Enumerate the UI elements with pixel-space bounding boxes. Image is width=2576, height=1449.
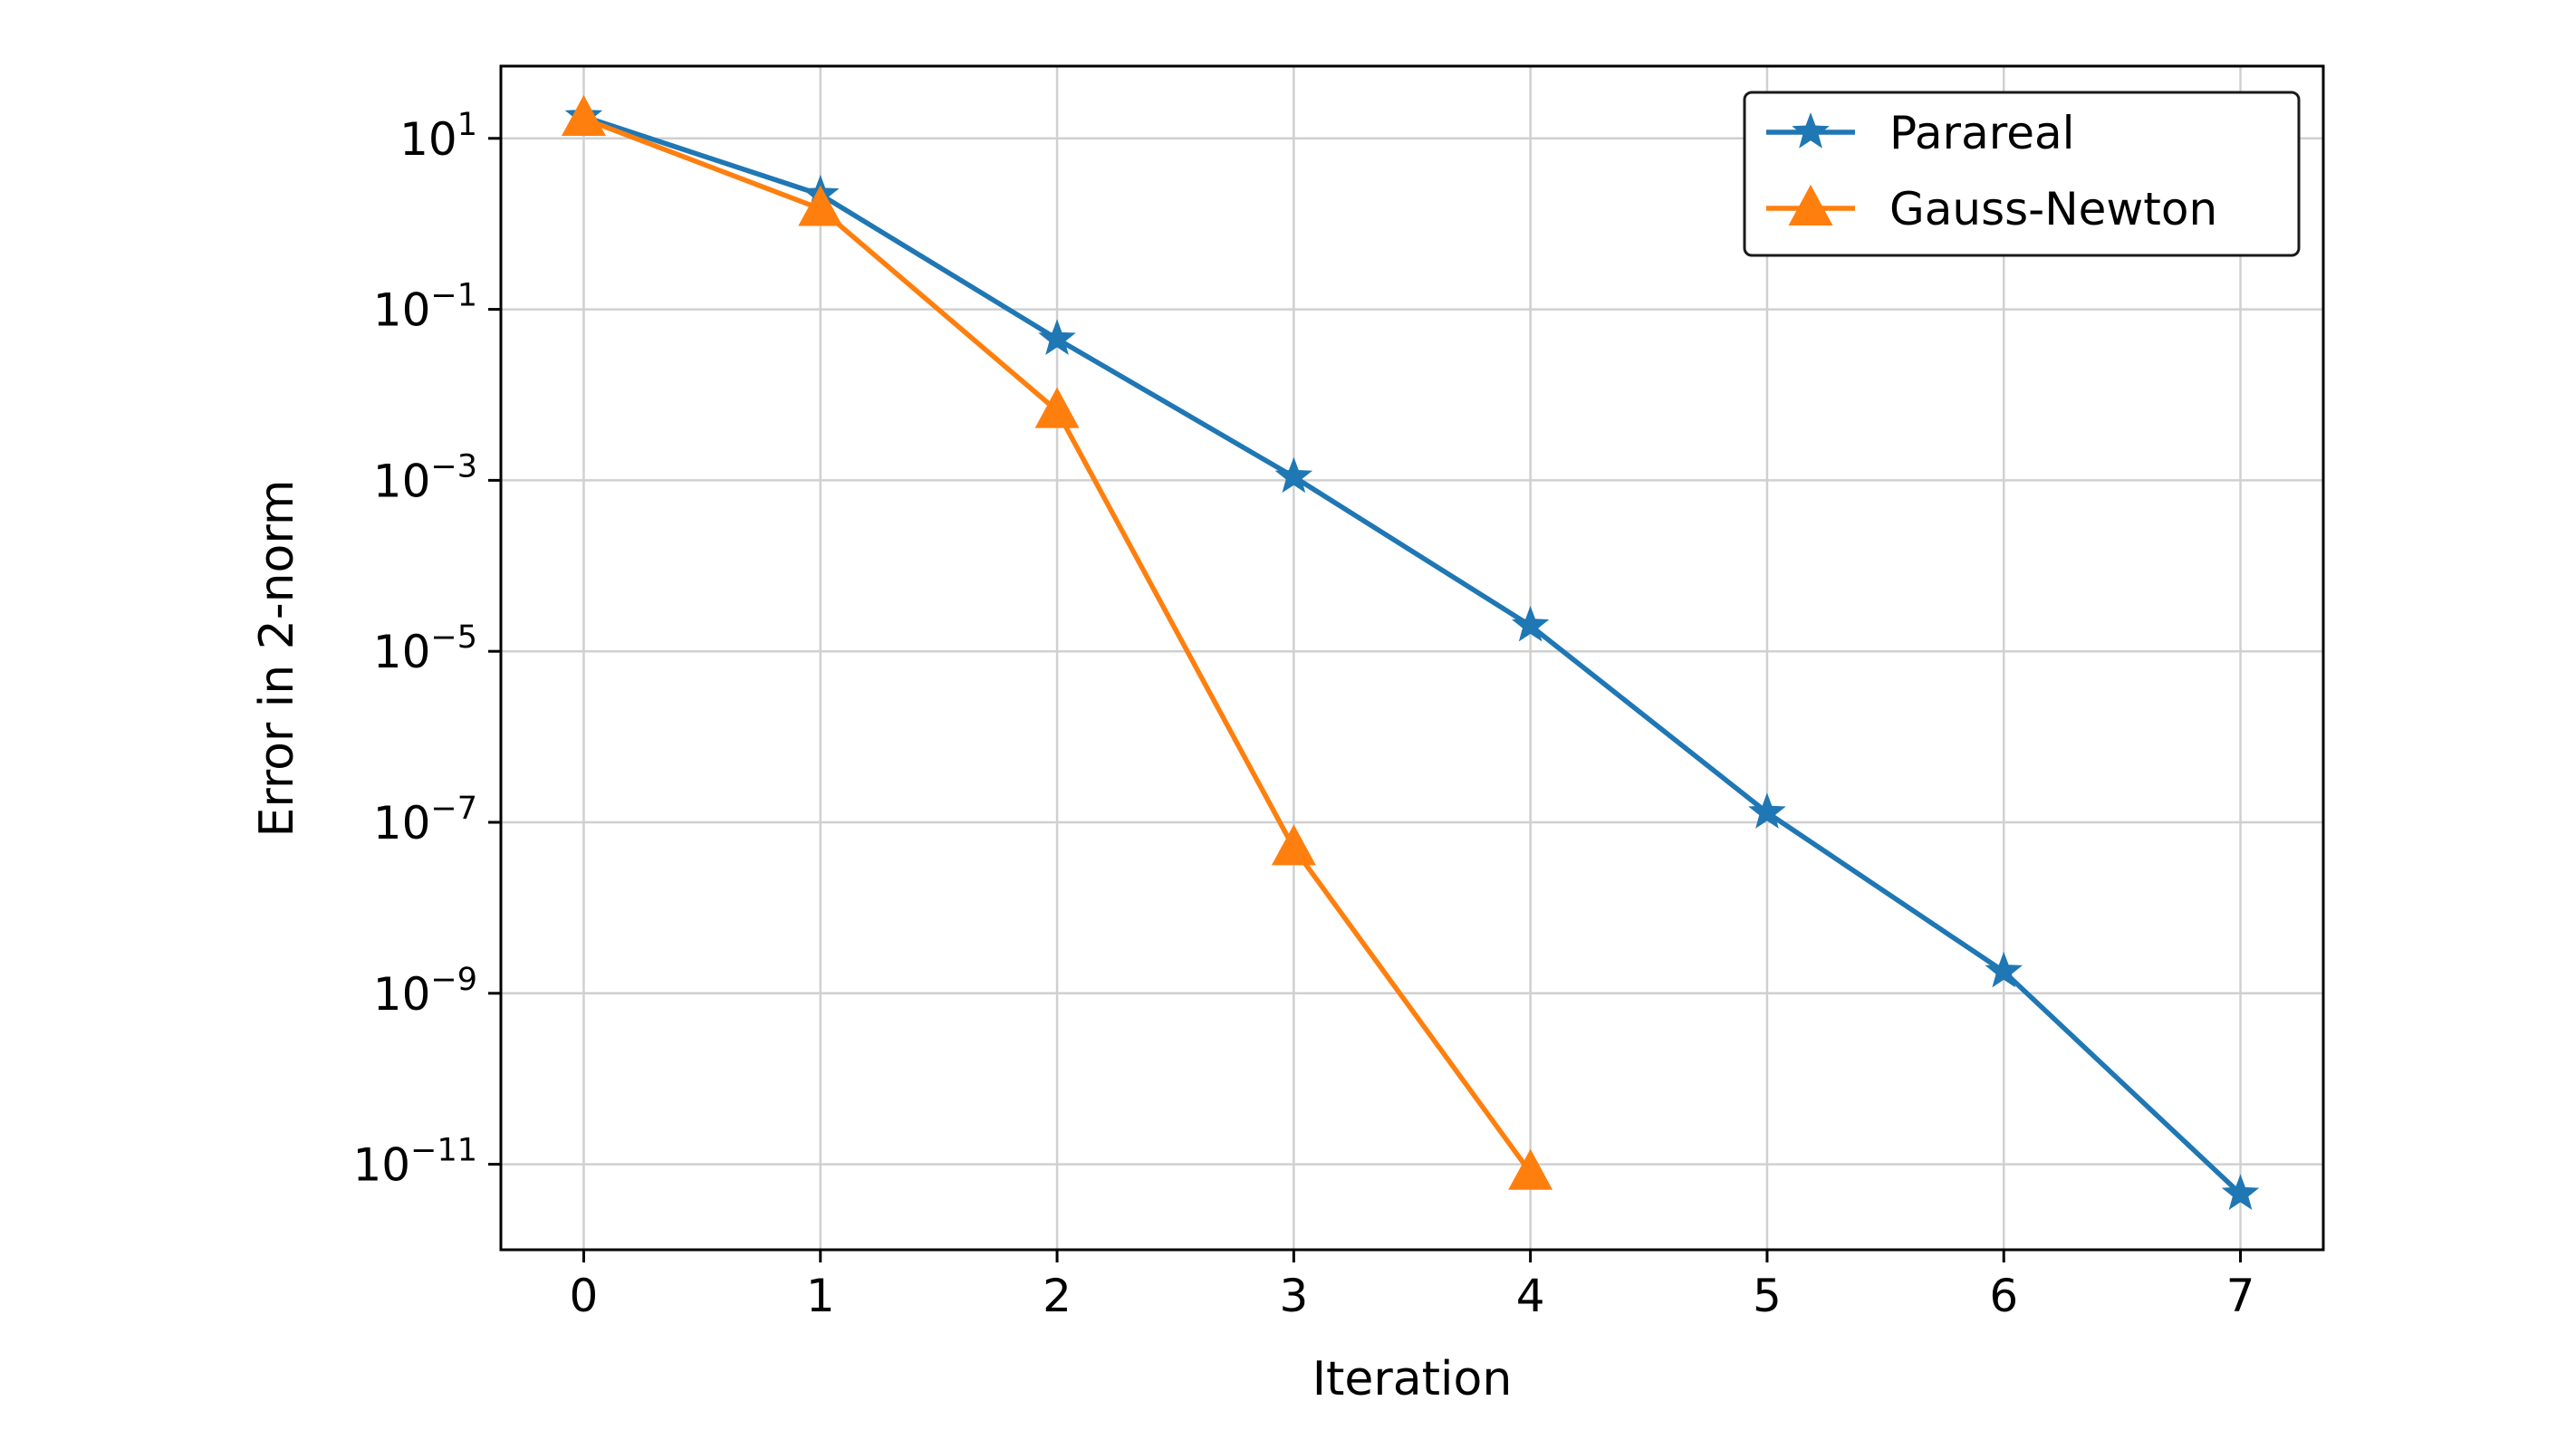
x-tick-label: 0 bbox=[570, 1270, 599, 1322]
y-tick-label: 10−5 bbox=[373, 619, 477, 678]
y-tick-label: 10−3 bbox=[373, 448, 477, 507]
legend-label: Gauss-Newton bbox=[1889, 183, 2217, 235]
series-gauss-newton bbox=[561, 94, 1553, 1190]
x-tick-label: 2 bbox=[1043, 1270, 1072, 1322]
data-point bbox=[561, 94, 606, 137]
data-point bbox=[1508, 1148, 1553, 1190]
data-point bbox=[1274, 456, 1313, 494]
legend-item: Gauss-Newton bbox=[1766, 183, 2217, 235]
x-axis-label: Iteration bbox=[1312, 1352, 1513, 1406]
x-tick-label: 6 bbox=[1989, 1270, 2018, 1322]
x-axis: 0 1 2 3 4 5 6 7 bbox=[570, 1250, 2255, 1322]
x-tick-label: 7 bbox=[2226, 1270, 2255, 1322]
data-point bbox=[2221, 1174, 2260, 1211]
grid bbox=[501, 66, 2323, 1250]
y-tick-label: 10−11 bbox=[353, 1133, 478, 1192]
legend: Parareal Gauss-Newton bbox=[1743, 91, 2301, 257]
data-point bbox=[1985, 951, 2023, 988]
data-point bbox=[798, 185, 843, 226]
y-tick-label: 10−1 bbox=[373, 278, 477, 337]
y-axis-label: Error in 2-norm bbox=[250, 480, 304, 838]
x-tick-label: 5 bbox=[1753, 1270, 1782, 1322]
y-tick-label: 10−9 bbox=[373, 962, 477, 1021]
series-line bbox=[582, 114, 2243, 1196]
data-point bbox=[1034, 387, 1080, 428]
x-tick-label: 3 bbox=[1279, 1270, 1308, 1322]
y-axis: 101 10−1 10−3 10−5 10−7 10−9 10−11 bbox=[353, 107, 501, 1192]
plot-frame bbox=[499, 64, 2325, 1252]
y-tick-label: 101 bbox=[399, 107, 477, 166]
data-point bbox=[1748, 792, 1786, 829]
data-point bbox=[1511, 605, 1550, 642]
y-tick-label: 10−7 bbox=[373, 791, 477, 849]
data-point bbox=[1038, 319, 1076, 356]
legend-box bbox=[1743, 91, 2301, 257]
x-tick-label: 4 bbox=[1516, 1270, 1545, 1322]
legend-item: Parareal bbox=[1766, 107, 2075, 159]
legend-marker bbox=[1788, 184, 1833, 226]
legend-marker bbox=[1792, 112, 1830, 149]
plot-series bbox=[561, 94, 2260, 1211]
legend-label: Parareal bbox=[1889, 107, 2075, 159]
data-point bbox=[1271, 824, 1316, 866]
x-tick-label: 1 bbox=[806, 1270, 835, 1322]
